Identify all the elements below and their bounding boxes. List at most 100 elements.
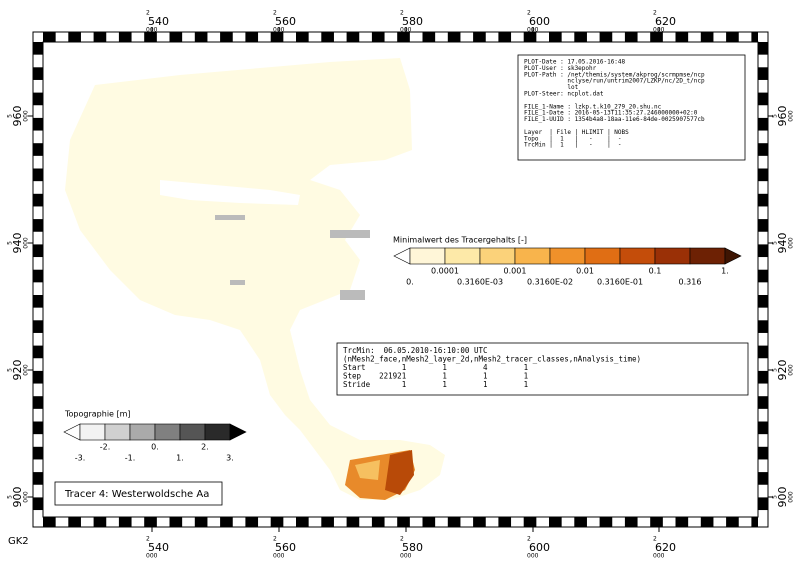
border-segment bbox=[675, 32, 689, 42]
info-line: TrcMin | 1 | - | - bbox=[524, 142, 622, 149]
border-segment bbox=[758, 269, 768, 283]
border-segment bbox=[758, 143, 768, 156]
border-segment bbox=[473, 517, 486, 527]
info-line: PLOT-Date : 17.05.2016-16:48 bbox=[524, 59, 626, 66]
y-coord-label: 5 bbox=[7, 368, 14, 372]
query-line: Stride 1 1 1 1 bbox=[343, 380, 528, 389]
x-coord-label: 600 bbox=[529, 15, 550, 28]
border-segment bbox=[700, 517, 714, 527]
info-box bbox=[517, 54, 746, 161]
border-segment bbox=[422, 32, 436, 42]
tracer-legend-title: Minimalwert des Tracergehalts [-] bbox=[393, 236, 527, 245]
x-coord-label: 2 bbox=[273, 536, 277, 543]
border-segment bbox=[270, 517, 284, 527]
legend-swatch bbox=[154, 423, 181, 441]
x-coord-label: 000 bbox=[400, 553, 412, 560]
border-segment bbox=[758, 67, 768, 80]
legend-label: 0.3160E-02 bbox=[527, 278, 573, 287]
border-segment bbox=[751, 517, 758, 527]
query-line: Step 221921 1 1 1 bbox=[343, 372, 528, 381]
x-coord-label: 2 bbox=[527, 536, 531, 543]
border-segment bbox=[93, 32, 107, 42]
y-coord-label: 000 bbox=[23, 237, 30, 249]
y-coord-label: 960 bbox=[11, 106, 24, 127]
x-coord-label: 000 bbox=[146, 553, 158, 560]
legend-swatch bbox=[179, 423, 206, 441]
border-segment bbox=[33, 244, 43, 258]
topo-patch bbox=[230, 280, 245, 285]
border-segment bbox=[758, 345, 768, 359]
border-segment bbox=[33, 472, 43, 485]
y-coord-label: 920 bbox=[776, 360, 789, 381]
y-coord-label: 920 bbox=[11, 360, 24, 381]
x-coord-label: 2 bbox=[653, 536, 657, 543]
border-segment bbox=[523, 517, 537, 527]
y-coord-label: 5 bbox=[772, 368, 779, 372]
y-coord-label: 900 bbox=[11, 487, 24, 508]
x-coord-label: 2 bbox=[146, 10, 150, 17]
info-line: PLOT-Path : /net/themis/system/akprog/sc… bbox=[524, 71, 705, 78]
border-segment bbox=[33, 219, 43, 232]
legend-label: -3. bbox=[75, 454, 86, 463]
x-coord-label: 2 bbox=[653, 10, 657, 17]
border-segment bbox=[321, 32, 334, 42]
border-segment bbox=[498, 517, 512, 527]
x-coord-label: 560 bbox=[275, 541, 296, 554]
border-segment bbox=[296, 517, 309, 527]
info-line: nclyse/run/untrim2007/LZKP/nc/2D_t/ncp bbox=[524, 78, 705, 85]
border-segment bbox=[422, 517, 436, 527]
border-segment bbox=[574, 517, 587, 527]
query-line: (nMesh2_face,nMesh2_layer_2d,nMesh2_trac… bbox=[343, 355, 641, 364]
y-coord-label: 000 bbox=[788, 110, 795, 122]
border-segment bbox=[758, 295, 768, 308]
legend-arrow bbox=[724, 247, 742, 265]
x-coord-label: 540 bbox=[148, 15, 169, 28]
border-segment bbox=[758, 42, 768, 55]
legend-label: 2. bbox=[201, 443, 209, 452]
border-segment bbox=[33, 497, 43, 511]
info-line: PLOT-User : sk3epohr bbox=[524, 65, 597, 72]
legend-swatch bbox=[79, 423, 106, 441]
tracer-peak bbox=[385, 450, 414, 495]
border-segment bbox=[33, 396, 43, 409]
topo-patch bbox=[330, 230, 370, 238]
y-coord-label: 000 bbox=[23, 110, 30, 122]
border-segment bbox=[758, 472, 768, 485]
border-segment bbox=[346, 32, 360, 42]
info-line: Layer | File | HLIMIT | NOBS bbox=[524, 129, 629, 136]
y-coord-label: 940 bbox=[11, 233, 24, 254]
border-segment bbox=[758, 446, 768, 460]
legend-swatch bbox=[479, 247, 516, 265]
x-coord-label: 2 bbox=[400, 10, 404, 17]
x-coord-label: 620 bbox=[655, 15, 676, 28]
border-segment bbox=[296, 32, 309, 42]
border-segment bbox=[33, 168, 43, 182]
y-coord-label: 5 bbox=[7, 241, 14, 245]
border-segment bbox=[33, 446, 43, 460]
border-segment bbox=[624, 517, 638, 527]
x-coord-label: 580 bbox=[402, 541, 423, 554]
border-segment bbox=[33, 269, 43, 283]
legend-arrow bbox=[229, 423, 247, 441]
query-line: Start 1 1 4 1 bbox=[343, 363, 528, 372]
y-coord-label: 000 bbox=[23, 364, 30, 376]
info-line: Topo | 1 | - | - bbox=[524, 135, 622, 142]
border-segment bbox=[118, 517, 132, 527]
border-segment bbox=[245, 517, 259, 527]
query-box bbox=[336, 342, 749, 396]
border-segment bbox=[68, 32, 81, 42]
border-segment bbox=[33, 295, 43, 308]
y-coord-label: 940 bbox=[776, 233, 789, 254]
border-segment bbox=[68, 517, 81, 527]
x-coord-label: 000 bbox=[273, 553, 285, 560]
border-segment bbox=[758, 244, 768, 258]
border-segment bbox=[599, 32, 613, 42]
legend-swatch bbox=[129, 423, 156, 441]
border-segment bbox=[321, 517, 334, 527]
border-segment bbox=[624, 32, 638, 42]
border-segment bbox=[371, 32, 385, 42]
border-segment bbox=[33, 421, 43, 435]
info-line: FILE_1-Date : 2016-05-13T11:35:27.246000… bbox=[524, 110, 698, 117]
border-segment bbox=[758, 320, 768, 333]
y-coord-label: 5 bbox=[772, 495, 779, 499]
